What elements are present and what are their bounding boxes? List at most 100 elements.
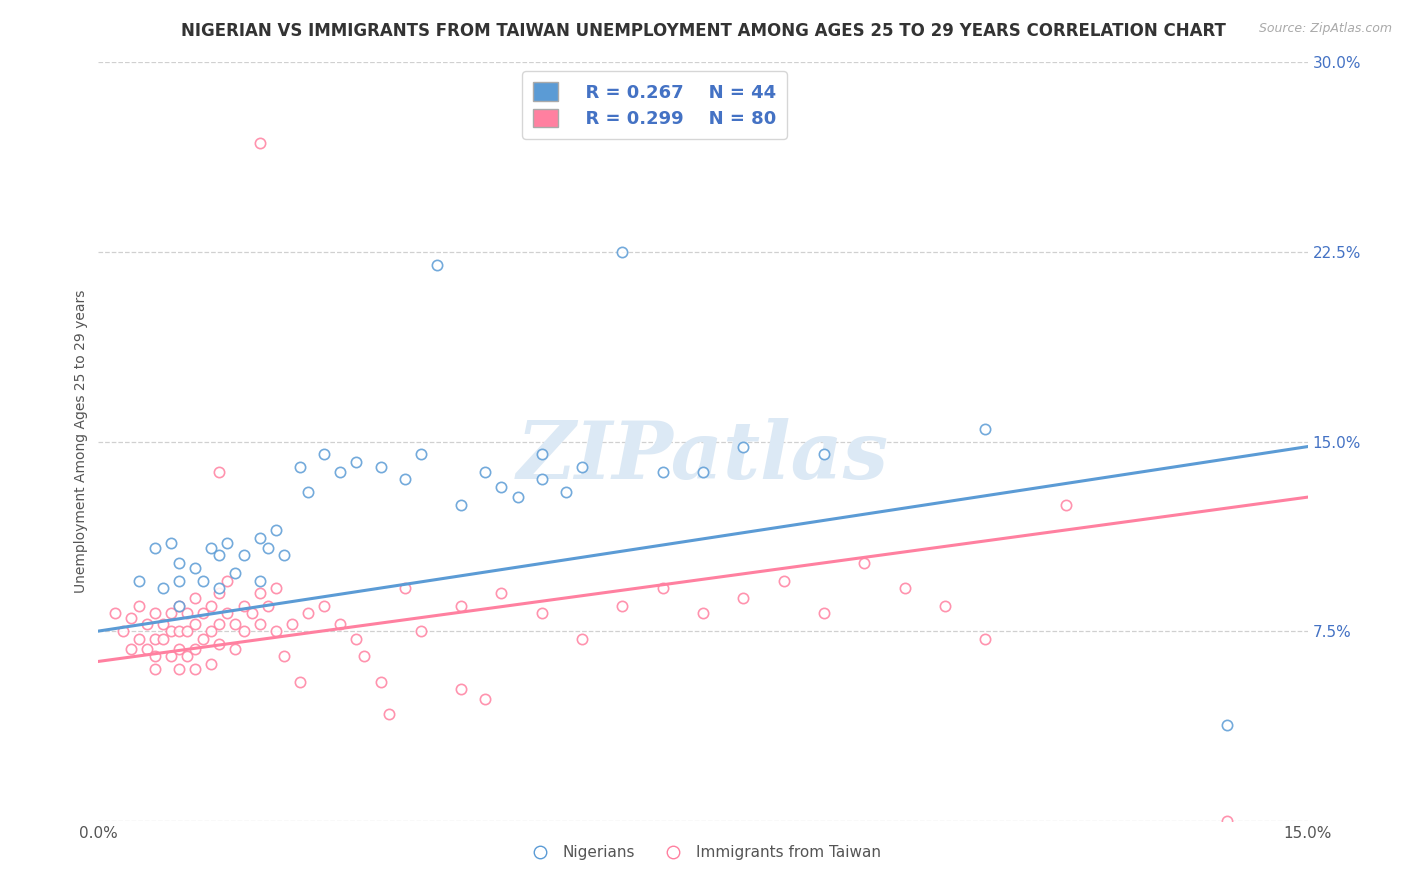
Point xyxy=(409,447,432,461)
Point xyxy=(934,599,956,613)
Point xyxy=(200,624,222,639)
Point xyxy=(176,649,198,664)
Point xyxy=(208,581,231,595)
Point xyxy=(193,607,215,621)
Point xyxy=(612,599,634,613)
Point xyxy=(733,440,755,454)
Point xyxy=(450,682,472,697)
Point xyxy=(167,662,190,676)
Point xyxy=(353,649,375,664)
Point xyxy=(974,422,997,436)
Point xyxy=(160,624,183,639)
Point xyxy=(733,591,755,606)
Text: ZIPatlas: ZIPatlas xyxy=(517,418,889,495)
Point xyxy=(111,624,134,639)
Point xyxy=(530,607,553,621)
Point xyxy=(249,574,271,588)
Point xyxy=(329,465,352,479)
Legend: Nigerians, Immigrants from Taiwan: Nigerians, Immigrants from Taiwan xyxy=(519,838,887,866)
Point xyxy=(1216,814,1239,828)
Point xyxy=(853,556,876,570)
Point xyxy=(224,641,246,656)
Point xyxy=(506,490,529,504)
Point xyxy=(264,523,287,537)
Point xyxy=(555,485,578,500)
Point xyxy=(167,641,190,656)
Point xyxy=(184,561,207,575)
Point xyxy=(377,707,399,722)
Point xyxy=(217,535,239,549)
Point xyxy=(135,616,157,631)
Point xyxy=(200,657,222,671)
Point xyxy=(128,632,150,646)
Point xyxy=(152,616,174,631)
Point xyxy=(176,607,198,621)
Y-axis label: Unemployment Among Ages 25 to 29 years: Unemployment Among Ages 25 to 29 years xyxy=(75,290,89,593)
Point xyxy=(160,607,183,621)
Point xyxy=(193,574,215,588)
Point xyxy=(256,541,278,555)
Point xyxy=(288,674,311,689)
Point xyxy=(232,624,254,639)
Point xyxy=(160,535,183,549)
Point xyxy=(167,599,190,613)
Point xyxy=(426,258,449,272)
Point xyxy=(571,459,593,474)
Point xyxy=(217,574,239,588)
Point xyxy=(176,624,198,639)
Point xyxy=(152,581,174,595)
Point xyxy=(208,548,231,563)
Point xyxy=(184,641,207,656)
Point xyxy=(249,586,271,600)
Point xyxy=(651,581,673,595)
Point xyxy=(167,574,190,588)
Point xyxy=(692,607,714,621)
Point xyxy=(813,447,835,461)
Point xyxy=(530,447,553,461)
Point xyxy=(893,581,915,595)
Point xyxy=(344,632,367,646)
Point xyxy=(394,473,416,487)
Point xyxy=(160,649,183,664)
Point xyxy=(232,548,254,563)
Point xyxy=(184,662,207,676)
Point xyxy=(200,541,222,555)
Point xyxy=(249,616,271,631)
Point xyxy=(184,591,207,606)
Point xyxy=(491,480,513,494)
Point xyxy=(128,599,150,613)
Point xyxy=(167,599,190,613)
Point xyxy=(329,616,352,631)
Point xyxy=(240,607,263,621)
Point xyxy=(193,632,215,646)
Point xyxy=(370,459,392,474)
Point xyxy=(314,447,336,461)
Point xyxy=(264,581,287,595)
Point xyxy=(264,624,287,639)
Point xyxy=(224,566,246,580)
Point xyxy=(143,649,166,664)
Point xyxy=(288,459,311,474)
Point xyxy=(103,607,125,621)
Point xyxy=(128,574,150,588)
Point xyxy=(651,465,673,479)
Point xyxy=(184,616,207,631)
Point xyxy=(772,574,794,588)
Point xyxy=(530,473,553,487)
Point xyxy=(281,616,304,631)
Point xyxy=(143,662,166,676)
Point xyxy=(297,485,319,500)
Point xyxy=(394,581,416,595)
Point xyxy=(314,599,336,613)
Point xyxy=(273,649,295,664)
Point xyxy=(571,632,593,646)
Point xyxy=(232,599,254,613)
Point xyxy=(208,465,231,479)
Point xyxy=(120,641,142,656)
Point xyxy=(409,624,432,639)
Point xyxy=(612,244,634,259)
Point xyxy=(491,586,513,600)
Point xyxy=(273,548,295,563)
Point xyxy=(370,674,392,689)
Text: Source: ZipAtlas.com: Source: ZipAtlas.com xyxy=(1258,22,1392,36)
